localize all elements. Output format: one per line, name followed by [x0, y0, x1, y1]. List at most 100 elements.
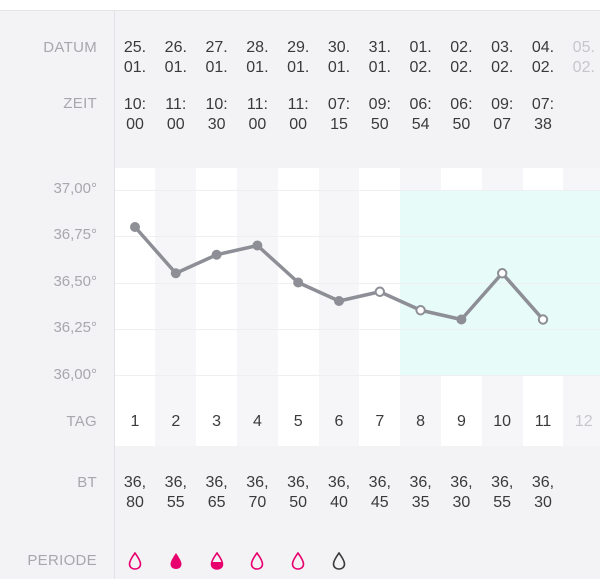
time-cell-line1: 06: — [409, 96, 432, 113]
date-cell-line1: 27. — [205, 39, 228, 56]
temperature-line-segment — [459, 271, 504, 322]
row-label-period: PERIODE — [27, 552, 97, 569]
temperature-point[interactable] — [170, 268, 181, 279]
time-cell-line2: 50 — [370, 116, 389, 133]
row-label-time: ZEIT — [63, 95, 97, 112]
bt-cell-line2: 35 — [411, 494, 430, 511]
time-cell-line2: 50 — [452, 116, 471, 133]
date-cell-line1: 30. — [327, 39, 351, 56]
time-cell-line2: 38 — [534, 116, 552, 133]
day-number: 11 — [523, 412, 563, 432]
temperature-point[interactable] — [374, 286, 385, 297]
temperature-point[interactable] — [537, 314, 549, 325]
time-cell-line2: 15 — [330, 116, 348, 133]
day-stripe — [237, 168, 278, 446]
date-cell-line1: 29. — [287, 39, 310, 56]
day-number-line1: 4 — [252, 413, 262, 430]
time-cell: 09: 50 — [360, 95, 400, 135]
date-cell: 01. 02. — [401, 38, 441, 78]
day-stripe — [155, 168, 197, 446]
bt-cell: 36, 45 — [360, 473, 400, 513]
day-number-line1: 2 — [171, 413, 181, 430]
gridline — [115, 329, 600, 330]
date-cell: 27. 01. — [197, 38, 237, 78]
bt-cell-line2: 30 — [452, 494, 471, 511]
day-number-line1: 5 — [293, 413, 303, 430]
bt-cell-line1: 36, — [491, 474, 514, 491]
gridline — [115, 283, 600, 284]
day-number: 9 — [441, 412, 481, 432]
date-cell: 25. 01. — [115, 38, 155, 78]
temperature-point[interactable] — [130, 222, 140, 232]
time-cell-line1: 11: — [287, 96, 309, 113]
y-tick-label: 36,50° — [53, 273, 97, 290]
date-cell-line1: 03. — [491, 39, 514, 56]
period-drop-icon[interactable] — [128, 552, 142, 570]
date-cell: 28. 01. — [237, 38, 277, 78]
day-number-line1: 1 — [130, 413, 140, 430]
date-cell-line1: 01. — [409, 39, 432, 56]
gridline — [115, 375, 600, 376]
time-cell-line2: 07 — [493, 116, 512, 133]
date-cell-line1: 26. — [164, 39, 187, 56]
bt-cell-line2: 65 — [207, 494, 226, 511]
y-tick-label: 36,75° — [53, 226, 97, 243]
time-cell-line1: 07: — [327, 96, 351, 113]
period-drop-icon[interactable] — [291, 552, 305, 570]
bt-cell-line1: 36, — [205, 474, 228, 491]
date-cell-line1: 25. — [123, 39, 147, 56]
bt-cell: 36, 30 — [523, 473, 563, 513]
time-cell-line2: 54 — [411, 116, 430, 133]
day-number-line1: 12 — [574, 413, 593, 430]
temperature-point[interactable] — [497, 268, 508, 279]
date-cell: 30. 01. — [319, 38, 359, 78]
y-tick-label: 37,00° — [53, 180, 97, 197]
time-cell-line1: 09: — [368, 96, 391, 113]
date-cell: 29. 01. — [278, 38, 318, 78]
temperature-point[interactable] — [334, 296, 344, 306]
column-divider — [114, 11, 115, 579]
time-cell-line1: 10: — [205, 96, 228, 113]
period-drop-icon[interactable] — [332, 552, 346, 570]
time-cell: 10: 00 — [115, 95, 155, 135]
date-cell: 03. 02. — [482, 38, 522, 78]
period-drop-icon[interactable] — [210, 552, 224, 570]
time-cell: 11: 00 — [237, 95, 277, 135]
bt-cell-line2: 40 — [330, 494, 348, 511]
date-cell-line2: 01. — [368, 59, 391, 76]
time-cell: 06: 50 — [441, 95, 481, 135]
gridline — [115, 190, 600, 191]
period-drop-icon[interactable] — [250, 552, 264, 570]
y-tick-label: 36,00° — [53, 366, 97, 383]
time-cell-line1: 06: — [450, 96, 473, 113]
date-cell-line2: 01. — [123, 59, 147, 76]
date-cell-line2: 02. — [409, 59, 432, 76]
day-number: 4 — [237, 412, 277, 432]
time-cell-line1: 10: — [123, 96, 147, 113]
date-cell: 04. 02. — [523, 38, 563, 78]
date-cell-line2: 02. — [531, 59, 555, 76]
bt-cell: 36, 80 — [115, 473, 155, 513]
bt-cell: 36, 55 — [156, 473, 196, 513]
day-number: 10 — [482, 412, 522, 432]
period-drop-icon[interactable] — [169, 552, 183, 570]
temperature-point[interactable] — [293, 277, 304, 288]
temperature-point[interactable] — [456, 314, 467, 325]
time-cell: 07: 38 — [523, 95, 563, 135]
day-number-line1: 6 — [334, 413, 344, 430]
bt-cell-line1: 36, — [531, 474, 555, 491]
day-number: 7 — [360, 412, 400, 432]
day-number: 1 — [115, 412, 155, 432]
time-cell-line1: 07: — [531, 96, 555, 113]
temperature-point[interactable] — [211, 249, 222, 260]
temperature-point[interactable] — [415, 305, 426, 316]
temperature-point[interactable] — [252, 240, 263, 251]
temperature-line-segment — [133, 225, 178, 275]
day-number: 6 — [319, 412, 359, 432]
bt-cell-line2: 80 — [126, 494, 144, 511]
time-cell: 07: 15 — [319, 95, 359, 135]
time-cell: 09: 07 — [482, 95, 522, 135]
day-number: 8 — [401, 412, 441, 432]
bt-cell-line2: 55 — [493, 494, 512, 511]
